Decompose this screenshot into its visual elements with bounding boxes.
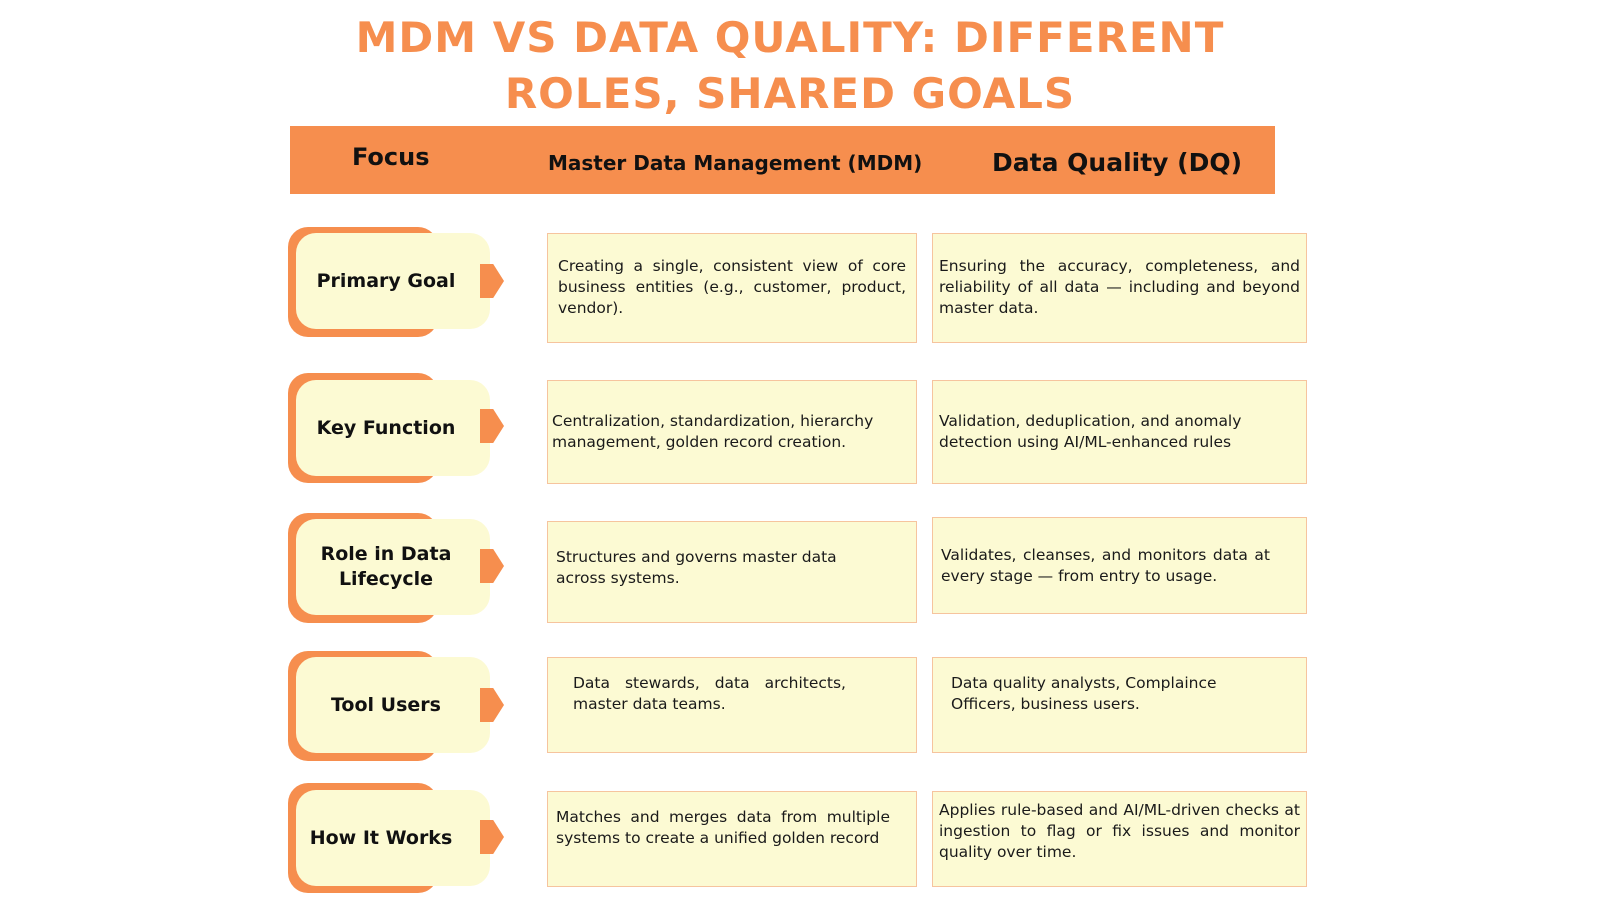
cell-dq-primary-goal: Ensuring the accuracy, completeness, and… bbox=[932, 233, 1307, 343]
cell-dq-key-function: Validation, deduplication, and anomaly d… bbox=[932, 380, 1307, 484]
cell-mdm-role-in-data-lifecycle: Structures and governs master data acros… bbox=[547, 521, 917, 623]
page-title-line-2: ROLES, SHARED GOALS bbox=[504, 69, 1076, 118]
cell-mdm-how-it-works: Matches and merges data from multiple sy… bbox=[547, 791, 917, 887]
cell-text: Matches and merges data from multiple sy… bbox=[556, 808, 890, 847]
arrow-right-icon bbox=[480, 688, 504, 722]
row-label-tool-users: Tool Users bbox=[296, 657, 490, 753]
arrow-right-icon bbox=[480, 409, 504, 443]
cell-text: Applies rule-based and AI/ML-driven chec… bbox=[939, 801, 1300, 861]
arrow-right-icon bbox=[480, 549, 504, 583]
cell-dq-role-in-data-lifecycle: Validates, cleanses, and monitors data a… bbox=[932, 517, 1307, 614]
cell-dq-how-it-works: Applies rule-based and AI/ML-driven chec… bbox=[932, 791, 1307, 887]
row-label-how-it-works: How It Works bbox=[296, 790, 490, 886]
cell-mdm-tool-users: Data stewards, data architects, master d… bbox=[547, 657, 917, 753]
row-label-primary-goal: Primary Goal bbox=[296, 233, 490, 329]
cell-mdm-primary-goal: Creating a single, consistent view of co… bbox=[547, 233, 917, 343]
cell-dq-tool-users: Data quality analysts, Complaince Office… bbox=[932, 657, 1307, 753]
page-title-line-1: MDM VS DATA QUALITY: DIFFERENT bbox=[355, 13, 1225, 62]
arrow-right-icon bbox=[480, 820, 504, 854]
row-label-role-in-data-lifecycle: Role in Data Lifecycle bbox=[296, 519, 490, 615]
cell-text: Ensuring the accuracy, completeness, and… bbox=[939, 257, 1300, 317]
cell-text: Structures and governs master data acros… bbox=[556, 548, 837, 587]
cell-text: Data stewards, data architects, master d… bbox=[573, 674, 846, 713]
row-label-key-function: Key Function bbox=[296, 380, 490, 476]
cell-text: Creating a single, consistent view of co… bbox=[558, 257, 906, 317]
header-dq: Data Quality (DQ) bbox=[992, 148, 1243, 177]
header-focus: Focus bbox=[352, 143, 430, 171]
table-header-bar bbox=[290, 126, 1275, 194]
header-mdm: Master Data Management (MDM) bbox=[548, 151, 923, 175]
cell-text: Centralization, standardization, hierarc… bbox=[552, 412, 874, 451]
cell-mdm-key-function: Centralization, standardization, hierarc… bbox=[547, 380, 917, 484]
cell-text: Data quality analysts, Complaince Office… bbox=[951, 674, 1217, 713]
cell-text: Validation, deduplication, and anomaly d… bbox=[939, 412, 1242, 451]
cell-text: Validates, cleanses, and monitors data a… bbox=[941, 546, 1270, 585]
arrow-right-icon bbox=[480, 264, 504, 298]
